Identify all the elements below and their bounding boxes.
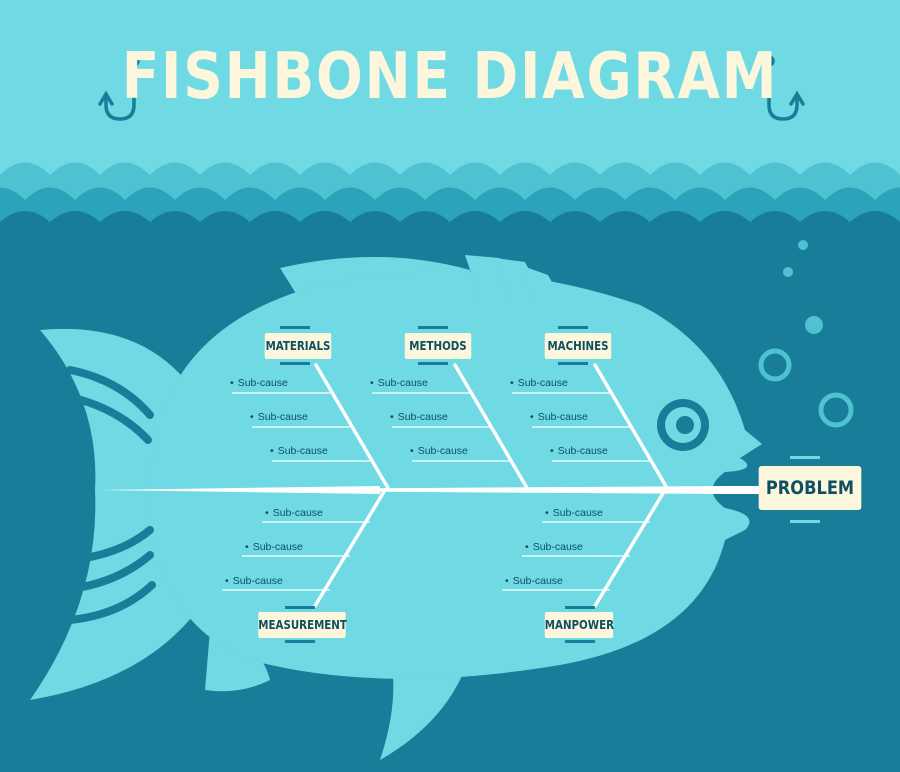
subcause-machines-1: Sub-cause [510,377,568,389]
tail-stripes [56,366,156,624]
fish-body [30,256,762,760]
problem-label: PROBLEM [758,466,862,510]
subcause-methods-2: Sub-cause [390,411,448,423]
subcause-manpower-3: Sub-cause [505,575,563,587]
subcause-materials-2: Sub-cause [250,411,308,423]
label-accent-bars [280,326,820,643]
page-title: FISHBONE DIAGRAM [121,40,779,114]
category-materials: MATERIALS [264,333,332,359]
subcause-lines [222,392,650,591]
subcause-methods-1: Sub-cause [370,377,428,389]
category-measurement: MEASUREMENT [258,612,347,638]
eye-icon [657,399,709,451]
bones [313,363,669,608]
subcause-manpower-1: Sub-cause [545,507,603,519]
right-hook-icon [763,55,805,121]
subcause-materials-1: Sub-cause [230,377,288,389]
fish-spine [100,486,760,494]
bubbles-icon [758,348,854,428]
sky-band [0,0,900,180]
subcause-measurement-2: Sub-cause [245,541,303,553]
left-hook-icon [98,55,140,121]
subcause-materials-3: Sub-cause [270,445,328,457]
subcause-measurement-3: Sub-cause [225,575,283,587]
subcause-machines-3: Sub-cause [550,445,608,457]
subcause-machines-2: Sub-cause [530,411,588,423]
subcause-measurement-1: Sub-cause [265,507,323,519]
subcause-methods-3: Sub-cause [410,445,468,457]
small-bubbles [783,240,823,334]
category-methods: METHODS [404,333,472,359]
dorsal-fin-stripes [465,255,565,305]
subcause-manpower-2: Sub-cause [525,541,583,553]
category-manpower: MANPOWER [544,612,614,638]
category-machines: MACHINES [544,333,612,359]
